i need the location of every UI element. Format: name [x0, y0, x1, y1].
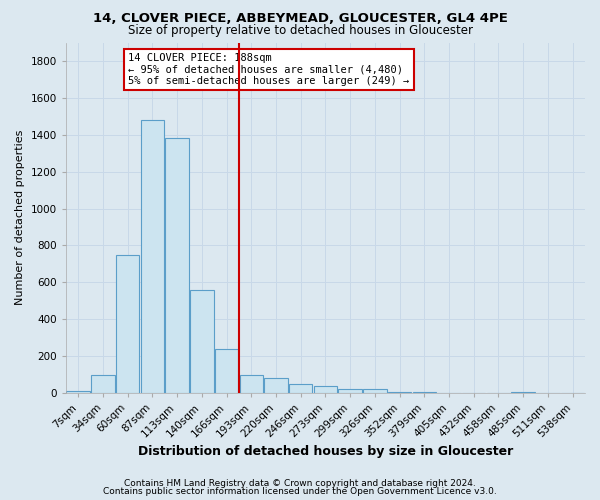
Text: 14 CLOVER PIECE: 188sqm
← 95% of detached houses are smaller (4,480)
5% of semi-: 14 CLOVER PIECE: 188sqm ← 95% of detache… — [128, 53, 409, 86]
Bar — [413, 392, 436, 393]
Bar — [314, 386, 337, 393]
Bar — [388, 392, 412, 393]
Bar — [116, 254, 139, 393]
Text: Size of property relative to detached houses in Gloucester: Size of property relative to detached ho… — [128, 24, 473, 37]
Bar — [166, 138, 189, 393]
Bar — [363, 390, 386, 393]
Bar — [67, 391, 90, 393]
Bar — [215, 349, 238, 393]
Bar — [338, 390, 362, 393]
Bar — [190, 290, 214, 393]
Y-axis label: Number of detached properties: Number of detached properties — [15, 130, 25, 306]
Bar — [91, 374, 115, 393]
Bar — [239, 374, 263, 393]
Bar — [289, 384, 313, 393]
Text: Contains public sector information licensed under the Open Government Licence v3: Contains public sector information licen… — [103, 487, 497, 496]
Text: 14, CLOVER PIECE, ABBEYMEAD, GLOUCESTER, GL4 4PE: 14, CLOVER PIECE, ABBEYMEAD, GLOUCESTER,… — [92, 12, 508, 26]
Bar — [264, 378, 288, 393]
Bar — [140, 120, 164, 393]
X-axis label: Distribution of detached houses by size in Gloucester: Distribution of detached houses by size … — [138, 444, 513, 458]
Bar — [511, 392, 535, 393]
Bar — [437, 392, 461, 393]
Text: Contains HM Land Registry data © Crown copyright and database right 2024.: Contains HM Land Registry data © Crown c… — [124, 478, 476, 488]
